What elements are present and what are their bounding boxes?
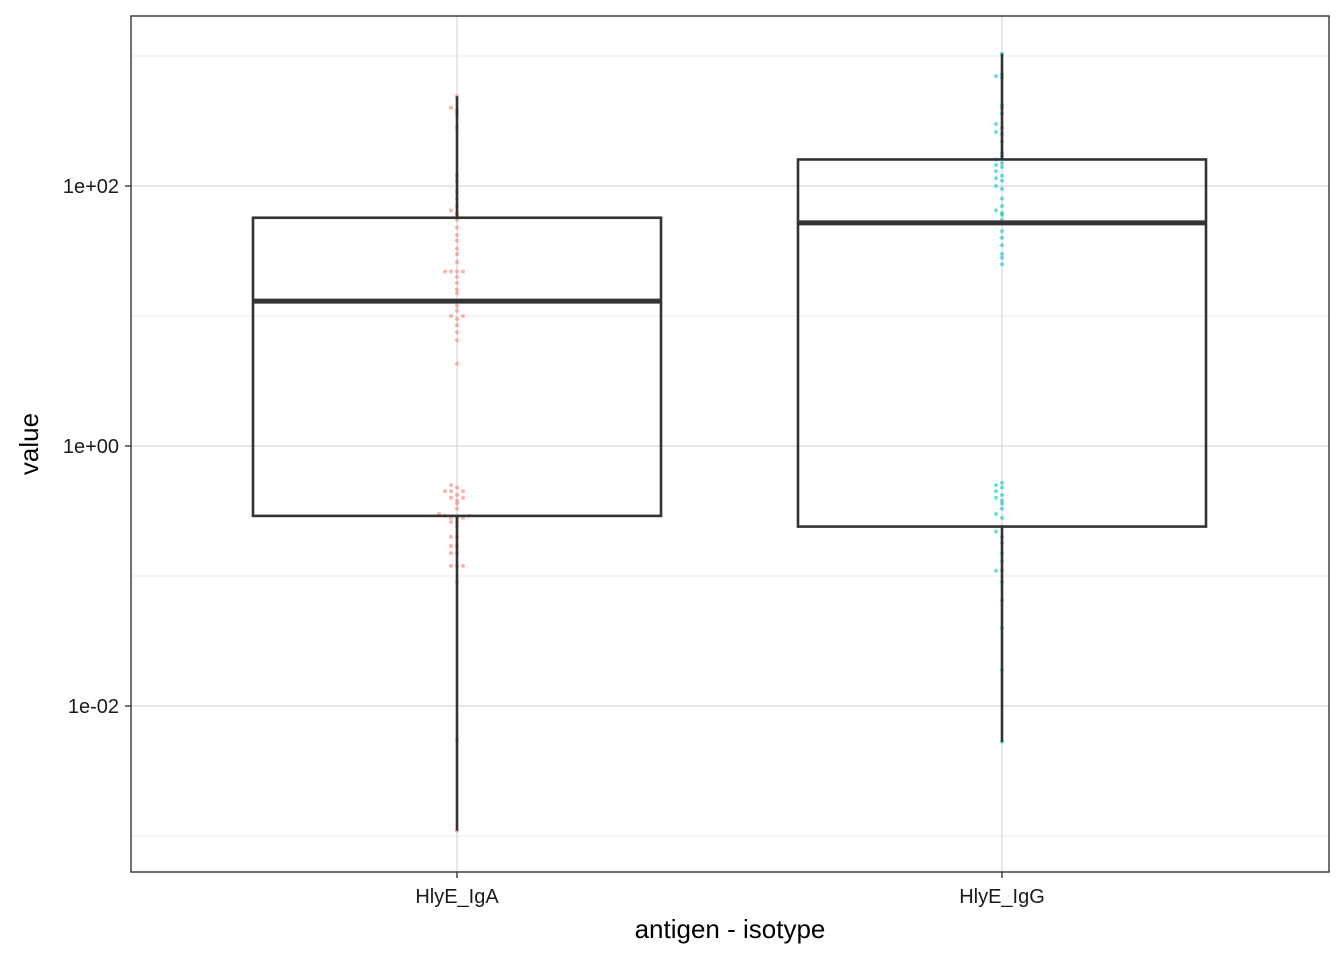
data-point xyxy=(1000,498,1004,503)
box-HlyE_IgA xyxy=(251,96,663,831)
data-point xyxy=(994,163,998,168)
data-point xyxy=(1000,506,1004,511)
data-point xyxy=(1000,255,1004,260)
data-point xyxy=(449,489,453,494)
data-point xyxy=(994,74,998,79)
data-point xyxy=(1000,186,1004,191)
data-point xyxy=(1000,485,1004,490)
data-point xyxy=(449,544,453,549)
data-point xyxy=(1000,161,1004,166)
data-point xyxy=(455,492,459,497)
data-point xyxy=(455,498,459,503)
panel-border xyxy=(130,15,1330,873)
data-point xyxy=(1000,480,1004,485)
data-point xyxy=(449,483,453,488)
data-point xyxy=(455,287,459,292)
data-point xyxy=(443,489,447,494)
data-point xyxy=(1000,251,1004,256)
data-point xyxy=(461,563,465,568)
data-point xyxy=(455,501,459,506)
data-point xyxy=(449,563,453,568)
data-point xyxy=(461,495,465,500)
data-point xyxy=(449,269,453,274)
data-point xyxy=(994,130,998,135)
data-point xyxy=(994,495,998,500)
data-point xyxy=(455,338,459,343)
data-point xyxy=(449,534,453,539)
data-point xyxy=(994,176,998,181)
data-point xyxy=(1000,210,1004,215)
y-axis-title: value xyxy=(14,413,44,475)
data-point xyxy=(455,361,459,366)
data-point xyxy=(455,323,459,328)
y-tick-label: 1e+00 xyxy=(63,436,119,458)
data-point xyxy=(455,274,459,279)
grid-lines xyxy=(131,16,1329,872)
y-tick-label: 1e+02 xyxy=(63,176,119,198)
boxes xyxy=(251,53,1208,831)
data-point xyxy=(455,225,459,230)
data-point xyxy=(994,489,998,494)
data-point xyxy=(461,489,465,494)
data-point xyxy=(994,483,998,488)
data-point xyxy=(1000,229,1004,234)
data-point xyxy=(1000,492,1004,497)
data-point xyxy=(449,520,453,525)
data-point xyxy=(449,314,453,318)
data-point xyxy=(461,269,465,274)
data-point xyxy=(1000,165,1004,170)
data-point xyxy=(449,495,453,500)
data-point xyxy=(1000,204,1004,209)
data-point xyxy=(455,303,459,308)
data-point xyxy=(455,291,459,296)
data-point xyxy=(994,121,998,126)
data-point xyxy=(455,269,459,274)
data-point xyxy=(455,238,459,243)
data-point xyxy=(1000,178,1004,183)
x-axis-title: antigen - isotype xyxy=(635,914,826,944)
data-point xyxy=(994,511,998,516)
data-point xyxy=(455,330,459,335)
data-point xyxy=(455,485,459,490)
data-point xyxy=(455,232,459,237)
data-point xyxy=(994,169,998,174)
x-tick-label: HlyE_IgG xyxy=(959,886,1045,908)
data-point xyxy=(1000,173,1004,178)
data-point xyxy=(449,105,453,110)
data-point xyxy=(449,551,453,556)
data-point xyxy=(1000,235,1004,240)
y-tick-label: 1e-02 xyxy=(68,696,119,718)
axes: 1e+02 1e+00 1e-02 HlyE_IgA HlyE_IgG xyxy=(63,176,1045,908)
data-point xyxy=(449,208,453,213)
data-point xyxy=(455,506,459,511)
data-point xyxy=(994,208,998,213)
data-point xyxy=(1000,196,1004,201)
x-tick-label: HlyE_IgA xyxy=(415,886,499,908)
data-point xyxy=(455,316,459,321)
data-point xyxy=(455,251,459,256)
data-point xyxy=(1000,501,1004,506)
data-point xyxy=(994,184,998,188)
data-point xyxy=(1000,262,1004,267)
box-iqr xyxy=(796,158,1208,528)
box-iqr xyxy=(251,216,663,518)
data-point xyxy=(455,308,459,313)
data-point xyxy=(1000,515,1004,520)
box-HlyE_IgG xyxy=(796,53,1208,742)
data-point xyxy=(455,246,459,251)
data-point xyxy=(994,568,998,573)
data-point xyxy=(461,314,465,318)
data-point xyxy=(455,260,459,265)
data-point xyxy=(443,269,447,274)
data-point xyxy=(1000,243,1004,248)
data-point xyxy=(994,529,998,534)
data-point xyxy=(455,280,459,285)
